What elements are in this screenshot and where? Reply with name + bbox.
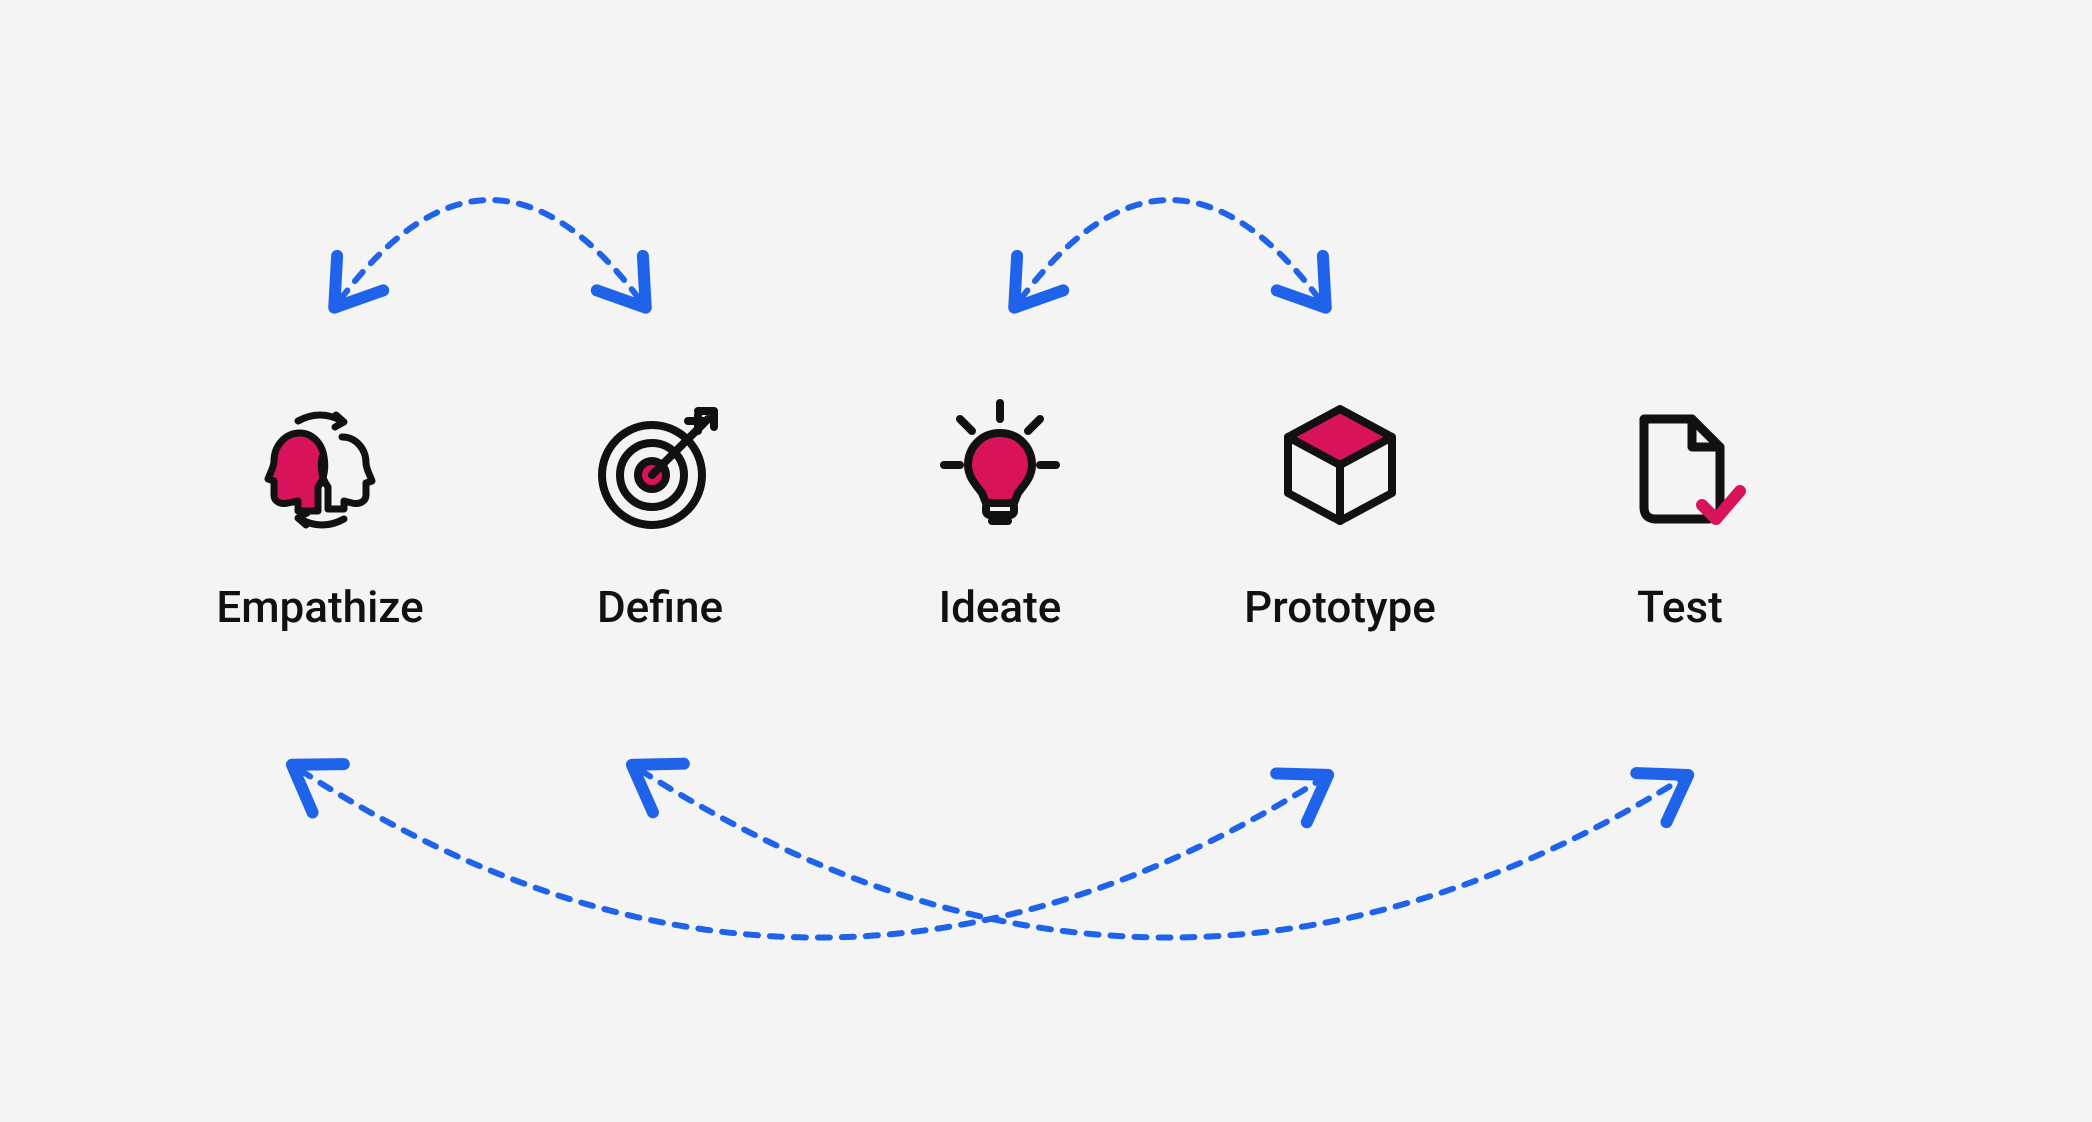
document-check-icon <box>1610 395 1750 535</box>
arc-prototype-empathize <box>300 770 1320 938</box>
target-icon <box>590 395 730 535</box>
stage-prototype: Prototype <box>1210 395 1470 633</box>
empathize-icon <box>250 395 390 535</box>
stage-empathize: Empathize <box>190 395 450 633</box>
stage-label: Empathize <box>190 581 450 633</box>
stage-test: Test <box>1550 395 1810 633</box>
stage-label: Prototype <box>1210 581 1470 633</box>
stage-label: Define <box>530 581 790 633</box>
arc-ideate-prototype <box>1020 200 1320 300</box>
lightbulb-icon <box>930 395 1070 535</box>
stage-ideate: Ideate <box>870 395 1130 633</box>
stage-label: Test <box>1550 581 1810 633</box>
arc-empathize-define <box>340 200 640 300</box>
stage-define: Define <box>530 395 790 633</box>
design-thinking-diagram: Empathize Define <box>0 0 2092 1122</box>
stage-label: Ideate <box>870 581 1130 633</box>
arc-test-define <box>640 770 1680 938</box>
cube-icon <box>1270 395 1410 535</box>
